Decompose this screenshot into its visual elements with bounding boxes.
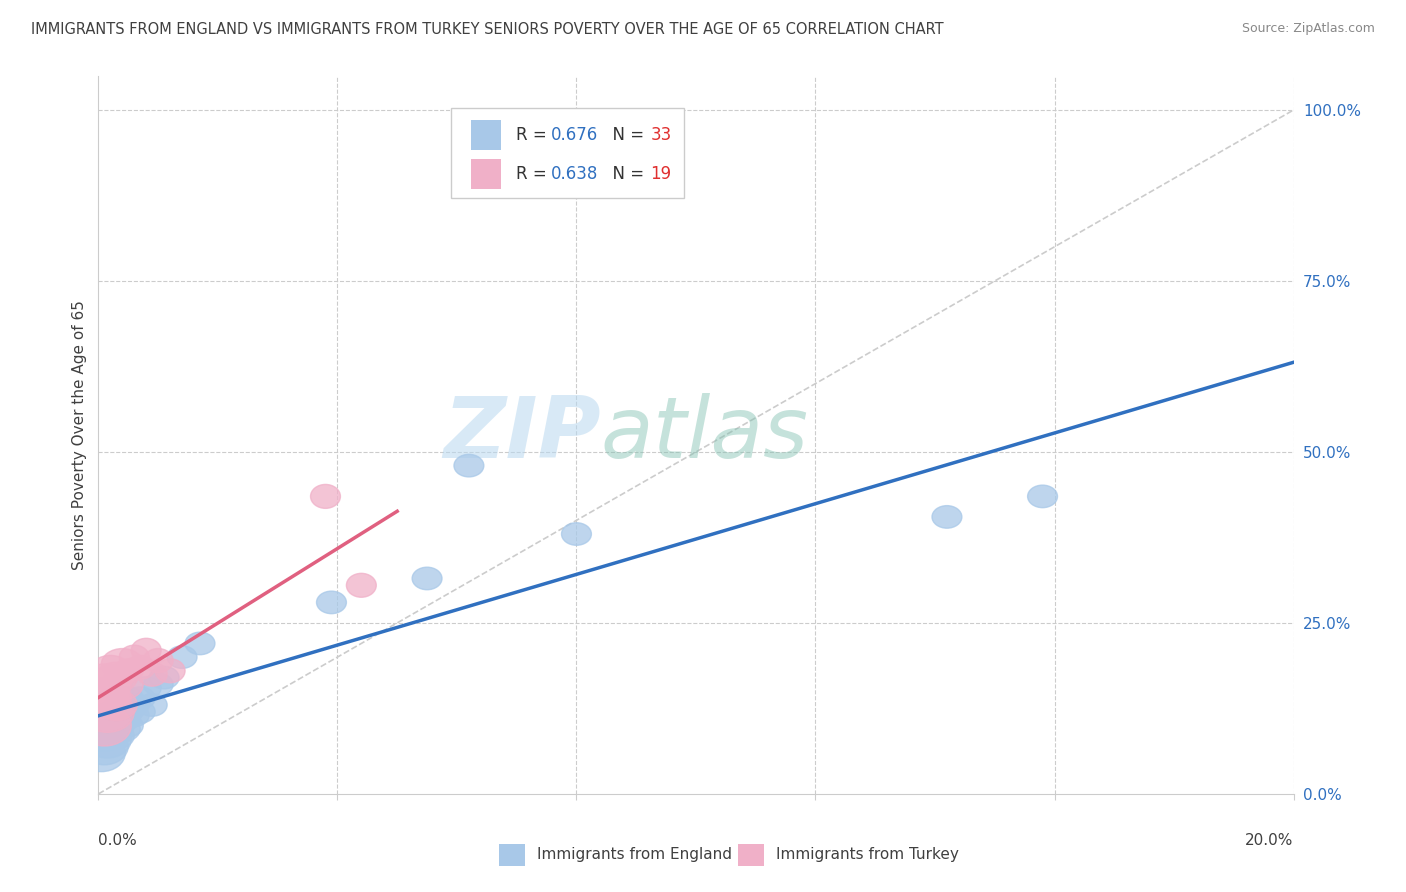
Ellipse shape	[114, 714, 143, 737]
Ellipse shape	[96, 662, 138, 693]
Text: Immigrants from Turkey: Immigrants from Turkey	[776, 847, 959, 863]
Ellipse shape	[167, 646, 197, 668]
Ellipse shape	[138, 694, 167, 716]
Ellipse shape	[90, 682, 131, 714]
Ellipse shape	[346, 574, 377, 598]
Ellipse shape	[101, 669, 143, 700]
FancyBboxPatch shape	[471, 159, 501, 189]
Ellipse shape	[149, 666, 179, 689]
Ellipse shape	[93, 713, 128, 739]
Ellipse shape	[131, 677, 162, 699]
Ellipse shape	[93, 702, 128, 728]
Text: 0.638: 0.638	[551, 165, 599, 183]
Ellipse shape	[155, 659, 186, 682]
Ellipse shape	[104, 692, 141, 718]
Y-axis label: Seniors Poverty Over the Age of 65: Seniors Poverty Over the Age of 65	[72, 300, 87, 570]
Ellipse shape	[77, 664, 131, 705]
FancyBboxPatch shape	[471, 120, 501, 150]
Text: 0.676: 0.676	[551, 126, 599, 144]
Ellipse shape	[125, 700, 155, 723]
Ellipse shape	[125, 687, 155, 709]
Text: N =: N =	[602, 126, 650, 144]
FancyBboxPatch shape	[738, 844, 763, 865]
Ellipse shape	[143, 648, 173, 673]
Text: Immigrants from England: Immigrants from England	[537, 847, 733, 863]
Ellipse shape	[98, 713, 135, 739]
Ellipse shape	[932, 506, 962, 528]
Ellipse shape	[120, 645, 149, 669]
Ellipse shape	[83, 721, 131, 758]
Text: 20.0%: 20.0%	[1246, 833, 1294, 848]
Text: IMMIGRANTS FROM ENGLAND VS IMMIGRANTS FROM TURKEY SENIORS POVERTY OVER THE AGE O: IMMIGRANTS FROM ENGLAND VS IMMIGRANTS FR…	[31, 22, 943, 37]
Ellipse shape	[77, 705, 131, 746]
Text: Source: ZipAtlas.com: Source: ZipAtlas.com	[1241, 22, 1375, 36]
Text: 33: 33	[651, 126, 672, 144]
Ellipse shape	[143, 673, 173, 696]
FancyBboxPatch shape	[451, 108, 685, 198]
Text: atlas: atlas	[600, 393, 808, 476]
Text: 19: 19	[651, 165, 672, 183]
Text: ZIP: ZIP	[443, 393, 600, 476]
Ellipse shape	[138, 662, 167, 686]
Ellipse shape	[98, 698, 135, 725]
Ellipse shape	[114, 700, 143, 723]
Ellipse shape	[96, 719, 131, 746]
Ellipse shape	[316, 591, 346, 614]
Ellipse shape	[104, 716, 141, 742]
Ellipse shape	[120, 704, 149, 726]
Ellipse shape	[90, 656, 131, 686]
Ellipse shape	[114, 687, 143, 709]
Ellipse shape	[96, 690, 138, 721]
Ellipse shape	[80, 714, 128, 751]
Ellipse shape	[120, 694, 149, 716]
Ellipse shape	[80, 691, 135, 732]
Ellipse shape	[98, 723, 135, 748]
Ellipse shape	[1028, 485, 1057, 508]
Ellipse shape	[114, 659, 143, 682]
Ellipse shape	[93, 723, 128, 748]
Ellipse shape	[75, 678, 128, 719]
Ellipse shape	[454, 454, 484, 477]
Ellipse shape	[101, 648, 143, 680]
Ellipse shape	[80, 727, 128, 764]
Ellipse shape	[186, 632, 215, 655]
Ellipse shape	[311, 484, 340, 508]
Text: N =: N =	[602, 165, 650, 183]
FancyBboxPatch shape	[499, 844, 524, 865]
Text: 0.0%: 0.0%	[98, 833, 138, 848]
Ellipse shape	[125, 656, 155, 680]
Ellipse shape	[104, 706, 141, 731]
Ellipse shape	[131, 639, 162, 662]
Ellipse shape	[561, 523, 592, 545]
Text: R =: R =	[516, 165, 551, 183]
Ellipse shape	[412, 567, 441, 590]
Ellipse shape	[77, 734, 125, 772]
Text: R =: R =	[516, 126, 551, 144]
